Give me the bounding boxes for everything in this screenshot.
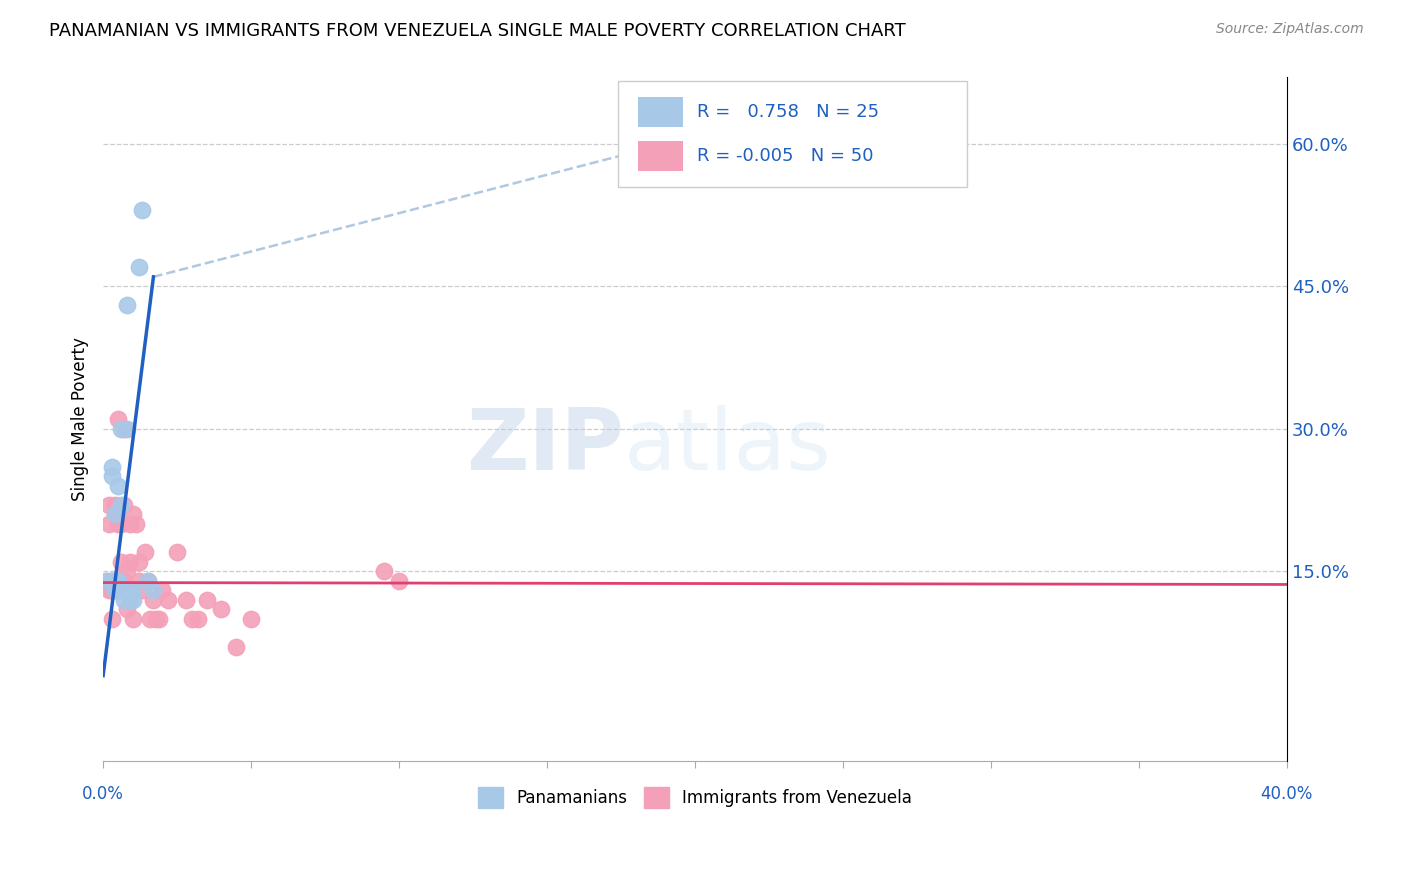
- Point: [388, 574, 411, 588]
- Point: [107, 516, 129, 531]
- Point: [134, 545, 156, 559]
- Point: [110, 555, 132, 569]
- Point: [101, 469, 124, 483]
- Point: [125, 516, 148, 531]
- Text: ZIP: ZIP: [467, 405, 624, 488]
- Point: [104, 583, 127, 598]
- Point: [107, 583, 129, 598]
- Point: [115, 422, 138, 436]
- Point: [107, 574, 129, 588]
- Point: [112, 498, 135, 512]
- Point: [121, 583, 143, 598]
- Point: [373, 564, 395, 578]
- Point: [104, 498, 127, 512]
- Point: [112, 583, 135, 598]
- Point: [121, 592, 143, 607]
- Text: atlas: atlas: [624, 405, 832, 488]
- FancyBboxPatch shape: [638, 97, 683, 127]
- Point: [145, 612, 167, 626]
- Text: R =   0.758   N = 25: R = 0.758 N = 25: [697, 103, 880, 121]
- Point: [121, 612, 143, 626]
- Point: [107, 574, 129, 588]
- Point: [148, 612, 170, 626]
- Point: [131, 203, 153, 218]
- FancyBboxPatch shape: [619, 81, 967, 186]
- Point: [128, 555, 150, 569]
- Point: [240, 612, 263, 626]
- Point: [104, 507, 127, 521]
- Point: [187, 612, 209, 626]
- Point: [98, 498, 121, 512]
- Point: [101, 583, 124, 598]
- Point: [142, 583, 165, 598]
- Point: [131, 583, 153, 598]
- Point: [101, 574, 124, 588]
- Point: [180, 612, 202, 626]
- Point: [128, 260, 150, 275]
- Point: [104, 583, 127, 598]
- Text: R = -0.005   N = 50: R = -0.005 N = 50: [697, 146, 875, 165]
- Text: 40.0%: 40.0%: [1261, 785, 1313, 803]
- Point: [118, 555, 141, 569]
- Point: [128, 574, 150, 588]
- Point: [107, 574, 129, 588]
- Y-axis label: Single Male Poverty: Single Male Poverty: [72, 337, 89, 501]
- Point: [150, 583, 173, 598]
- Point: [98, 583, 121, 598]
- Point: [110, 422, 132, 436]
- Point: [101, 583, 124, 598]
- Point: [94, 574, 117, 588]
- Point: [157, 592, 180, 607]
- Point: [118, 516, 141, 531]
- Point: [104, 574, 127, 588]
- Point: [110, 574, 132, 588]
- Point: [112, 422, 135, 436]
- Point: [112, 574, 135, 588]
- Text: Source: ZipAtlas.com: Source: ZipAtlas.com: [1216, 22, 1364, 37]
- Point: [107, 479, 129, 493]
- Point: [211, 602, 233, 616]
- Point: [115, 298, 138, 312]
- Point: [142, 592, 165, 607]
- Point: [166, 545, 188, 559]
- Point: [101, 459, 124, 474]
- Point: [98, 516, 121, 531]
- Point: [195, 592, 218, 607]
- Point: [104, 507, 127, 521]
- Point: [98, 574, 121, 588]
- Point: [136, 574, 159, 588]
- Point: [101, 612, 124, 626]
- Point: [225, 640, 247, 654]
- Point: [110, 498, 132, 512]
- Point: [174, 592, 197, 607]
- FancyBboxPatch shape: [638, 141, 683, 170]
- Point: [118, 583, 141, 598]
- Point: [107, 574, 129, 588]
- Point: [118, 592, 141, 607]
- Point: [101, 574, 124, 588]
- Point: [115, 602, 138, 616]
- Point: [136, 574, 159, 588]
- Point: [110, 516, 132, 531]
- Legend: Panamanians, Immigrants from Venezuela: Panamanians, Immigrants from Venezuela: [471, 780, 918, 814]
- Point: [107, 412, 129, 426]
- Point: [121, 507, 143, 521]
- Point: [115, 564, 138, 578]
- Point: [112, 592, 135, 607]
- Point: [139, 612, 162, 626]
- Point: [104, 574, 127, 588]
- Text: PANAMANIAN VS IMMIGRANTS FROM VENEZUELA SINGLE MALE POVERTY CORRELATION CHART: PANAMANIAN VS IMMIGRANTS FROM VENEZUELA …: [49, 22, 905, 40]
- Text: 0.0%: 0.0%: [82, 785, 124, 803]
